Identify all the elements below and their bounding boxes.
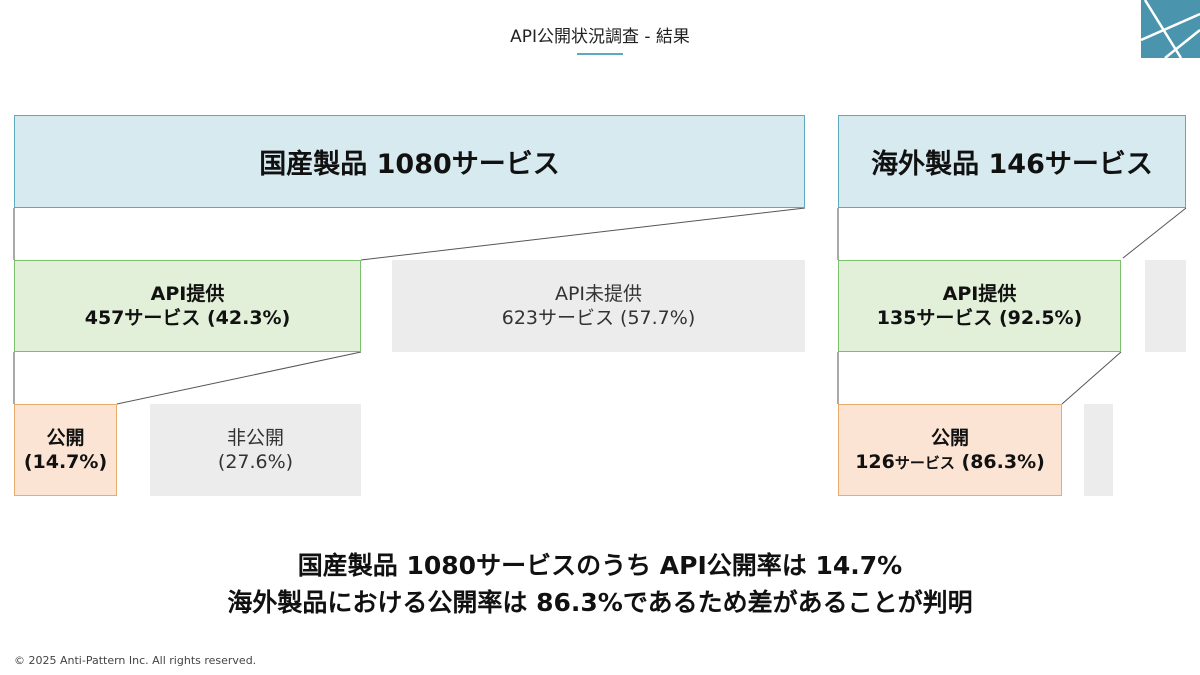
overseas-public-label: 公開 <box>930 426 969 449</box>
domestic-api-provided-label: API提供 <box>150 283 225 305</box>
conclusion-line-2: 海外製品における公開率は 86.3%であるため差があることが判明 <box>227 588 973 617</box>
domestic-api-provided-box: API提供 457サービス (42.3%) <box>14 260 361 352</box>
domestic-private-detail: (27.6%) <box>217 451 294 473</box>
overseas-private-box <box>1084 404 1113 496</box>
overseas-header-box: 海外製品 146サービス <box>838 115 1186 208</box>
overseas-public-detail: 126サービス (86.3%) <box>855 450 1045 475</box>
domestic-public-detail: (14.7%) <box>23 451 108 473</box>
copyright-footer: © 2025 Anti-Pattern Inc. All rights rese… <box>14 654 257 667</box>
overseas-public-unit: サービス <box>894 453 955 472</box>
domestic-public-label: 公開 <box>46 427 85 449</box>
overseas-api-provided-box: API提供 135サービス (92.5%) <box>838 260 1121 352</box>
overseas-api-provided-detail: 135サービス (92.5%) <box>876 307 1083 329</box>
triangle-lines-logo-icon <box>1140 0 1200 59</box>
domestic-api-not-provided-detail: 623サービス (57.7%) <box>501 307 696 329</box>
overseas-header-label: 海外製品 146サービス <box>871 149 1153 180</box>
overseas-public-box: 公開 126サービス (86.3%) <box>838 404 1062 496</box>
overseas-public-count: 126 <box>855 450 895 473</box>
conclusion-line-1: 国産製品 1080サービスのうち API公開率は 14.7% <box>297 551 903 580</box>
connector-overseas-right-1 <box>1122 207 1187 259</box>
page-title: API公開状況調査 - 結果 <box>510 27 690 47</box>
connector-domestic-right-1 <box>360 207 806 261</box>
domestic-header-label: 国産製品 1080サービス <box>259 149 560 180</box>
connector-overseas-right-2 <box>1061 351 1122 405</box>
overseas-api-provided-label: API提供 <box>942 283 1017 305</box>
domestic-api-not-provided-label: API未提供 <box>554 283 643 305</box>
overseas-public-pct: (86.3%) <box>954 450 1045 473</box>
domestic-api-provided-detail: 457サービス (42.3%) <box>84 307 291 329</box>
connector-domestic-right-2 <box>116 351 362 405</box>
domestic-private-label: 非公開 <box>226 427 284 449</box>
title-underline <box>577 53 623 55</box>
overseas-api-not-provided-box <box>1145 260 1186 352</box>
domestic-header-box: 国産製品 1080サービス <box>14 115 805 208</box>
domestic-public-box: 公開 (14.7%) <box>14 404 117 496</box>
domestic-private-box: 非公開 (27.6%) <box>150 404 361 496</box>
domestic-api-not-provided-box: API未提供 623サービス (57.7%) <box>392 260 805 352</box>
